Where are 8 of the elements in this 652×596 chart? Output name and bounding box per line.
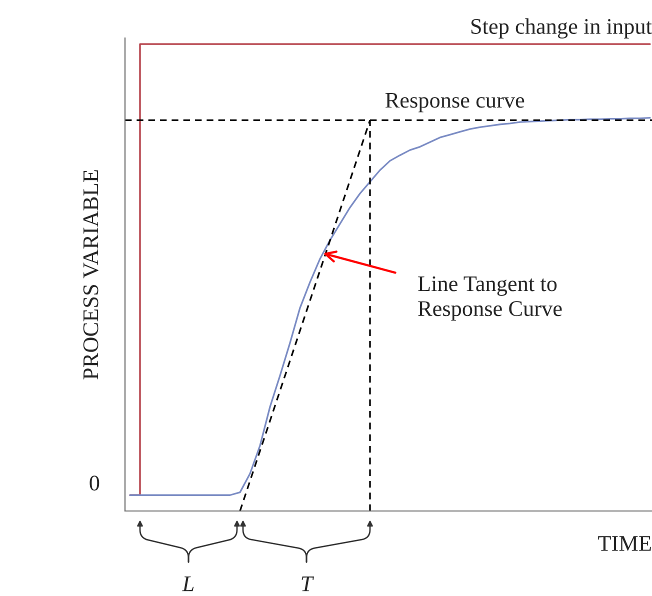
text: L [182,576,194,592]
text: T [302,576,314,592]
y-axis-title: PROCESS VARIABLE [83,170,98,380]
annotation: Line Tangent to Response Curve [418,276,562,321]
series-label: Step change in input [471,18,652,39]
text: 0 [90,476,100,491]
x-axis-title: TIME [598,536,651,551]
series-label: Response curve [385,93,524,112]
